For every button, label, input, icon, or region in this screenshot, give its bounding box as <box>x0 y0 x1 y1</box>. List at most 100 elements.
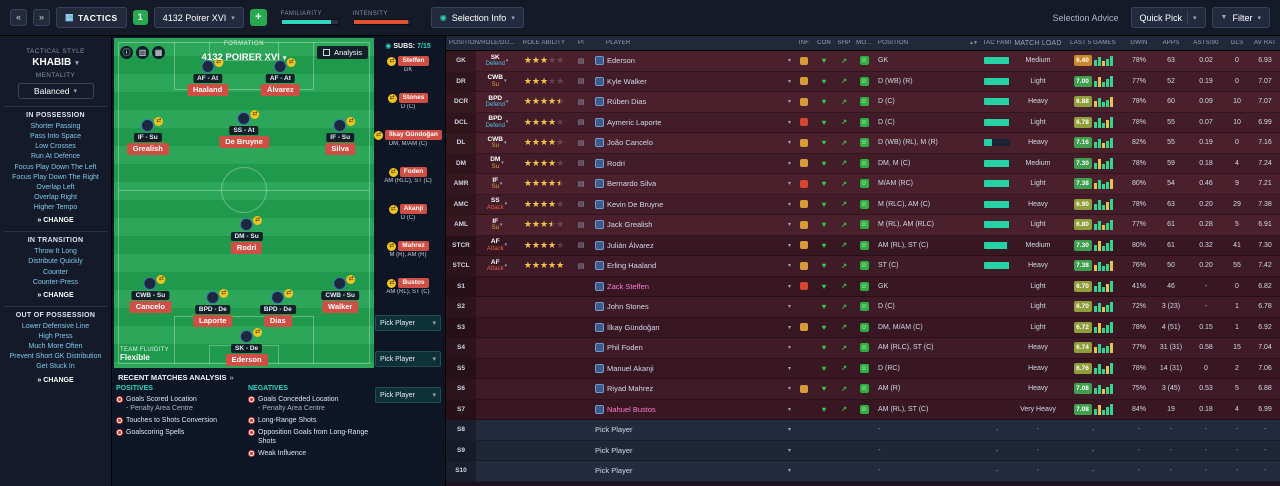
recent-analysis-title[interactable]: RECENT MATCHES ANALYSIS » <box>118 373 372 382</box>
player-cell[interactable]: Jack Grealish ▾ <box>592 215 794 235</box>
player-cell[interactable]: Rúben Dias ▾ <box>592 92 794 112</box>
player-cell[interactable]: João Cancelo ▾ <box>592 133 794 153</box>
player-name-pill[interactable]: Cancelo <box>129 301 171 314</box>
formation-dropdown[interactable]: 4132 POIRER XVI ▾ <box>202 52 287 63</box>
table-row[interactable]: S4 Phil Foden ▾ ♥ ↗ ☺ AM (RLC), ST (C) Heavy 6.7… <box>446 338 1280 359</box>
table-row[interactable]: S3 İlkay Gündoğan ▾ ♥ ↗ ☺ DM, M/AM (C) Light 6.7… <box>446 317 1280 338</box>
table-row[interactable]: S2 John Stones ▾ ♥ ↗ ☺ D (C) Light 6.70 72% 3 (23)… <box>446 297 1280 318</box>
col-position-role[interactable]: POSITION/ROLE/DU... <box>449 40 515 46</box>
player-name-pill[interactable]: Ederson <box>225 354 268 367</box>
player-name-pill[interactable]: Silva <box>325 143 355 155</box>
player-cell[interactable]: Kyle Walker ▾ <box>592 72 794 92</box>
pitch-player[interactable]: ⇄ CWB - Su Walker <box>321 275 359 314</box>
role-cell[interactable]: IF Su ▾ <box>476 215 518 235</box>
table-row[interactable]: S5 Manuel Akanji ▾ ♥ ↗ ☺ D (RC) Heavy 6.76 78% 14 … <box>446 358 1280 379</box>
stats-icon[interactable]: ▥ <box>136 46 149 59</box>
player-cell[interactable]: Kevin De Bruyne ▾ <box>592 195 794 215</box>
pick-player-dropdown[interactable]: Pick Player ▾ <box>375 387 441 403</box>
col-avrat[interactable]: AV RAT <box>1254 40 1276 46</box>
player-cell[interactable]: Riyad Mahrez ▾ <box>592 379 794 399</box>
sub-player[interactable]: ⇄ Foden AM (RLC), ST (C) <box>373 167 443 184</box>
player-cell[interactable]: John Stones ▾ <box>592 297 794 317</box>
player-name-pill[interactable]: Haaland <box>187 83 229 96</box>
grid-view-icon[interactable]: ▦ <box>152 46 165 59</box>
player-name-pill[interactable]: De Bruyne <box>219 136 269 149</box>
col-gwin[interactable]: GWIN <box>1130 40 1148 46</box>
filter-button[interactable]: ▼ Filter ▾ <box>1211 7 1270 28</box>
mentality-dropdown[interactable]: Balanced ▾ <box>17 83 94 99</box>
selection-advice-button[interactable]: Selection Advice <box>1052 12 1119 23</box>
player-cell[interactable]: Manuel Akanji ▾ <box>592 359 794 379</box>
sub-player[interactable]: ⇄ Bustos AM (RL), ST (C) <box>373 278 443 295</box>
player-name-pill[interactable]: Álvarez <box>261 83 300 96</box>
role-cell[interactable]: CWB Su ▾ <box>476 133 518 153</box>
player-name-pill[interactable]: Laporte <box>193 314 233 327</box>
sub-player[interactable]: ⇄ İlkay Gündoğan DM, M/AM (C) <box>373 130 443 147</box>
sub-player[interactable]: ⇄ Steffen GK <box>373 56 443 73</box>
role-cell[interactable]: IF Su ▾ <box>476 174 518 194</box>
player-cell[interactable]: Zack Steffen ▾ <box>592 277 794 297</box>
tactical-style-dropdown[interactable]: KHABIB ▾ <box>4 57 107 68</box>
sort-icons[interactable]: ▲▼ <box>969 40 978 46</box>
swap-position-icon[interactable]: ⇄ <box>219 288 229 298</box>
col-tac-fami[interactable]: TAC FAMI <box>982 40 1012 46</box>
player-cell[interactable]: Bernardo Silva ▾ <box>592 174 794 194</box>
player-cell[interactable]: Erling Haaland ▾ <box>592 256 794 276</box>
role-cell[interactable]: AF Attack ▾ <box>476 236 518 256</box>
pitch-player[interactable]: ⇄ SK - De Ederson <box>225 328 268 367</box>
swap-position-icon[interactable]: ⇄ <box>253 328 263 338</box>
pitch-player[interactable]: ⇄ BPD - De Dias <box>259 288 296 327</box>
col-pi[interactable]: PI <box>577 40 585 46</box>
player-cell[interactable]: Julián Álvarez ▾ <box>592 236 794 256</box>
col-player[interactable]: PLAYER <box>606 40 631 46</box>
role-cell[interactable]: DM Su ▾ <box>476 154 518 174</box>
player-name-pill[interactable]: Dias <box>263 314 292 327</box>
pitch-player[interactable]: ⇄ IF - Su Grealish <box>126 117 169 155</box>
table-row[interactable]: S8 Pick Player ▾ - - - - - - - - - <box>446 420 1280 441</box>
tactic-name-dropdown[interactable]: 4132 Poirer XVI ▾ <box>153 7 244 28</box>
swap-position-icon[interactable]: ⇄ <box>154 117 164 126</box>
role-cell[interactable]: SS Attack ▾ <box>476 195 518 215</box>
change-button[interactable]: » CHANGE <box>4 292 107 299</box>
role-cell[interactable]: BPD Defend ▾ <box>476 113 518 133</box>
table-row[interactable]: S9 Pick Player ▾ - - - - - - - - - <box>446 440 1280 461</box>
player-cell[interactable]: Pick Player ▾ <box>592 461 794 481</box>
back-button[interactable]: « <box>10 9 27 26</box>
role-cell[interactable]: SK Defend ▾ <box>476 51 518 71</box>
player-name-pill[interactable]: Rodri <box>230 242 263 254</box>
pick-player-dropdown[interactable]: Pick Player ▾ <box>375 351 441 367</box>
col-shp[interactable]: SHP <box>837 40 851 46</box>
sub-player[interactable]: ⇄ Akanji D (C) <box>373 204 443 221</box>
tactics-tab[interactable]: ▦ TACTICS <box>56 7 127 28</box>
player-cell[interactable]: Pick Player ▾ <box>592 441 794 461</box>
role-cell[interactable]: BPD Defend ▾ <box>476 92 518 112</box>
pitch-player[interactable]: ⇄ IF - Su Silva <box>325 117 356 155</box>
swap-position-icon[interactable]: ⇄ <box>250 110 260 120</box>
pitch-player[interactable]: ⇄ BPD - De Laporte <box>193 288 233 327</box>
sub-player[interactable]: ⇄ Mahrez M (R), AM (R) <box>373 241 443 258</box>
col-position[interactable]: POSITION <box>878 40 909 46</box>
player-cell[interactable]: Aymeric Laporte ▾ <box>592 113 794 133</box>
col-role-ability[interactable]: ROLE ABILITY <box>522 40 566 46</box>
col-apps[interactable]: APPS <box>1162 40 1180 46</box>
swap-position-icon[interactable]: ⇄ <box>253 216 263 225</box>
pitch-player[interactable]: ⇄ DM - Su Rodri <box>230 216 263 254</box>
swap-position-icon[interactable]: ⇄ <box>284 288 294 298</box>
swap-position-icon[interactable]: ⇄ <box>346 117 356 126</box>
player-cell[interactable]: İlkay Gündoğan ▾ <box>592 318 794 338</box>
swap-position-icon[interactable]: ⇄ <box>214 57 224 67</box>
change-button[interactable]: » CHANGE <box>4 217 107 224</box>
col-morale[interactable]: MO... <box>856 40 872 46</box>
player-name-pill[interactable]: Grealish <box>126 143 169 155</box>
role-cell[interactable]: AF Attack ▾ <box>476 256 518 276</box>
table-row[interactable]: S1 Zack Steffen ▾ ♥ ↗ ☺ GK Light 6.70 41% 46 - 0 6.82 <box>446 276 1280 297</box>
selection-info-dropdown[interactable]: ◉ Selection Info ▾ <box>430 7 524 28</box>
sub-player[interactable]: ⇄ Stones D (C) <box>373 93 443 110</box>
table-row[interactable]: S6 Riyad Mahrez ▾ ♥ ↗ ☺ AM (R) Heavy 7.08 75% 3 (4… <box>446 379 1280 400</box>
